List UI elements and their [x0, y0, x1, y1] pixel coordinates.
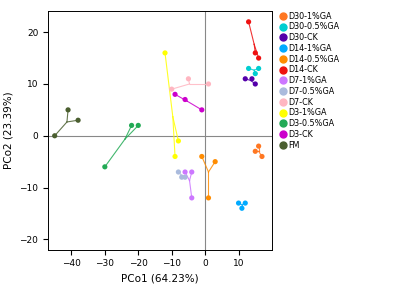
Y-axis label: PCo2 (23.39%): PCo2 (23.39%): [4, 92, 14, 169]
Point: [245, 66, 252, 71]
Point: [178, 175, 185, 179]
Point: [239, 206, 245, 211]
Legend: D30-1%GA, D30-0.5%GA, D30-CK, D14-1%GA, D14-0.5%GA, D14-CK, D7-1%GA, D7-0.5%GA, : D30-1%GA, D30-0.5%GA, D30-CK, D14-1%GA, …: [280, 11, 340, 151]
Point: [175, 170, 182, 174]
Point: [252, 51, 258, 55]
Point: [256, 144, 262, 148]
Point: [242, 77, 248, 81]
Point: [256, 66, 262, 71]
Point: [249, 77, 255, 81]
Point: [172, 154, 178, 159]
Point: [135, 123, 142, 128]
Point: [252, 149, 258, 154]
Point: [259, 154, 265, 159]
Point: [102, 164, 108, 169]
Point: [256, 56, 262, 60]
Point: [168, 87, 175, 92]
X-axis label: PCo1 (64.23%): PCo1 (64.23%): [121, 274, 199, 284]
Point: [198, 154, 205, 159]
Point: [185, 77, 192, 81]
Point: [205, 196, 212, 200]
Point: [205, 82, 212, 86]
Point: [182, 97, 188, 102]
Point: [172, 92, 178, 97]
Point: [182, 175, 188, 179]
Point: [65, 108, 71, 112]
Point: [162, 51, 168, 55]
Point: [188, 196, 195, 200]
Point: [242, 201, 248, 205]
Point: [188, 170, 195, 174]
Point: [212, 159, 218, 164]
Point: [252, 82, 258, 86]
Point: [75, 118, 81, 123]
Point: [235, 201, 242, 205]
Point: [198, 108, 205, 112]
Point: [182, 170, 188, 174]
Point: [52, 133, 58, 138]
Point: [245, 20, 252, 24]
Point: [128, 123, 135, 128]
Point: [175, 139, 182, 143]
Point: [252, 71, 258, 76]
